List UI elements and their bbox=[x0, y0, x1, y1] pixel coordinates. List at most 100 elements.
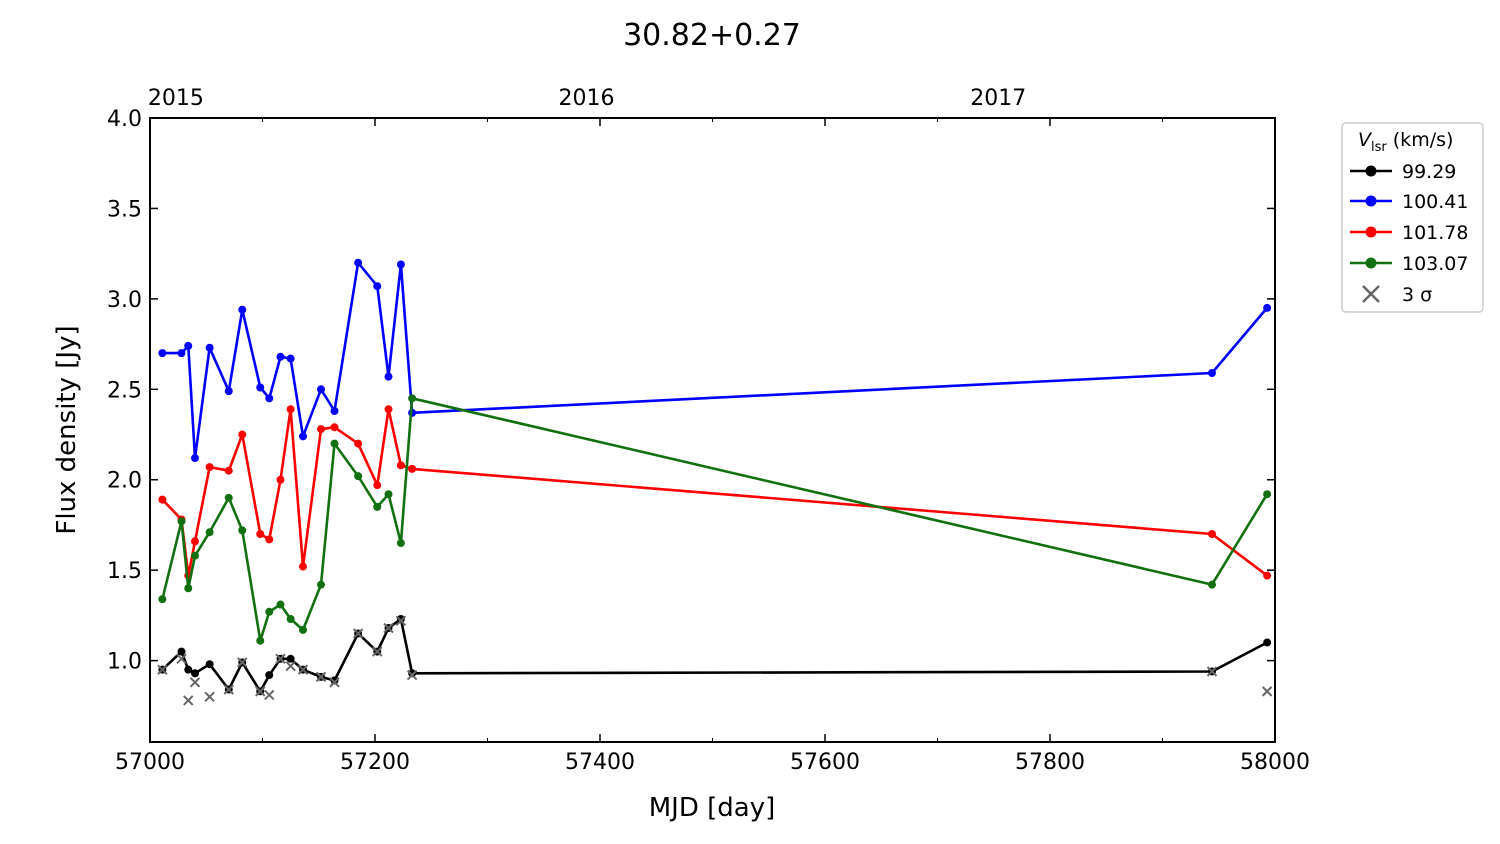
y-tick-label: 4.0 bbox=[107, 107, 142, 132]
data-point-103.07 bbox=[191, 551, 199, 560]
data-point-99.29 bbox=[184, 665, 193, 674]
data-point-103.07 bbox=[354, 472, 363, 481]
axes: 57000 57200 57400 57600 57800 58000 1.0 1.5 2.0 2… bbox=[107, 86, 1310, 775]
sigma-marker bbox=[176, 653, 187, 665]
y-tick-label: 1.5 bbox=[107, 559, 142, 584]
legend-label-103.07: 103.07 bbox=[1402, 253, 1468, 275]
data-point-103.07 bbox=[299, 625, 307, 634]
sigma-marker bbox=[1261, 686, 1273, 697]
data-point-103.07 bbox=[276, 600, 285, 609]
x-tick-label: 57000 bbox=[115, 750, 185, 775]
chart-title: 30.82+0.27 bbox=[623, 18, 801, 53]
sigma-marker bbox=[275, 653, 286, 665]
sigma-marker bbox=[157, 664, 168, 675]
data-point-100.41 bbox=[238, 305, 247, 314]
sigma-marker bbox=[406, 669, 418, 681]
data-point-103.07 bbox=[205, 528, 214, 537]
data-point-100.41 bbox=[256, 383, 265, 392]
legend-label-100.41: 100.41 bbox=[1402, 191, 1468, 213]
y-tick-label: 3.5 bbox=[107, 197, 142, 222]
legend-label-101.78: 101.78 bbox=[1402, 222, 1468, 244]
top-year-label: 2015 bbox=[148, 86, 204, 111]
data-point-103.07 bbox=[158, 595, 167, 604]
legend-title-subscript: lsr bbox=[1371, 140, 1387, 155]
legend-marker-101.78 bbox=[1365, 226, 1377, 238]
data-point-103.07 bbox=[384, 490, 393, 499]
sigma-marker bbox=[372, 646, 383, 657]
data-point-100.41 bbox=[177, 349, 186, 358]
data-point-100.41 bbox=[373, 282, 382, 291]
y-tick-label: 2.0 bbox=[107, 469, 142, 494]
legend-label-99.29: 99.29 bbox=[1402, 161, 1456, 183]
sigma-marker bbox=[1206, 666, 1218, 677]
series-line-101.78 bbox=[161, 407, 1268, 577]
y-axis-label: Flux density [Jy] bbox=[52, 325, 82, 534]
y-tick-label: 2.5 bbox=[107, 378, 142, 403]
y-tick-label: 1.0 bbox=[107, 650, 142, 675]
x-tick-label: 58000 bbox=[1240, 750, 1310, 775]
x-tick-label: 57200 bbox=[340, 750, 410, 775]
legend-marker-99.29 bbox=[1365, 165, 1377, 177]
plot-area bbox=[157, 258, 1273, 706]
data-point-103.07 bbox=[1208, 580, 1216, 589]
data-point-101.78 bbox=[224, 466, 233, 475]
data-point-100.41 bbox=[158, 349, 167, 358]
data-point-101.78 bbox=[384, 405, 393, 414]
data-point-99.29 bbox=[265, 671, 274, 680]
data-point-101.78 bbox=[373, 481, 382, 490]
data-point-99.29 bbox=[330, 676, 339, 685]
legend-title: Vlsr (km/s) bbox=[1358, 129, 1453, 155]
data-point-103.07 bbox=[1263, 490, 1272, 499]
data-point-100.41 bbox=[224, 387, 233, 396]
data-point-100.41 bbox=[354, 258, 363, 267]
y-tick-label: 3.0 bbox=[107, 288, 142, 313]
data-point-99.29 bbox=[286, 654, 295, 663]
legend-title-v: V bbox=[1358, 129, 1373, 151]
data-point-100.41 bbox=[205, 343, 214, 352]
legend: Vlsr (km/s) 99.29 100.41 101.78 103.07 3 σ bbox=[1341, 122, 1484, 313]
data-point-100.41 bbox=[317, 385, 325, 394]
data-point-103.07 bbox=[238, 526, 247, 535]
legend-label-sigma: 3 σ bbox=[1402, 284, 1432, 306]
data-point-103.07 bbox=[373, 502, 382, 511]
data-point-99.29 bbox=[396, 615, 405, 624]
data-point-99.29 bbox=[205, 660, 214, 669]
sigma-marker bbox=[329, 677, 340, 688]
data-point-100.41 bbox=[1208, 369, 1216, 378]
sigma-marker bbox=[297, 664, 309, 675]
sigma-marker bbox=[237, 657, 248, 668]
legend-title-units: (km/s) bbox=[1387, 129, 1454, 151]
data-point-101.78 bbox=[191, 537, 199, 546]
data-point-103.07 bbox=[286, 615, 295, 624]
x-tick-label: 57600 bbox=[790, 750, 860, 775]
data-point-103.07 bbox=[396, 539, 405, 548]
data-point-99.29 bbox=[177, 647, 186, 656]
data-point-99.29 bbox=[408, 669, 417, 678]
data-point-101.78 bbox=[1208, 530, 1216, 538]
data-point-103.07 bbox=[408, 394, 417, 403]
data-point-101.78 bbox=[396, 461, 405, 470]
data-point-101.78 bbox=[299, 562, 307, 571]
data-point-101.78 bbox=[158, 495, 167, 504]
data-point-100.41 bbox=[330, 407, 339, 416]
data-point-101.78 bbox=[265, 535, 274, 544]
data-point-103.07 bbox=[177, 517, 186, 526]
data-point-103.07 bbox=[317, 580, 325, 589]
x-axis-label: MJD [day] bbox=[649, 793, 776, 823]
data-point-101.78 bbox=[1263, 571, 1272, 580]
data-point-100.41 bbox=[191, 454, 199, 463]
top-year-label: 2017 bbox=[970, 86, 1026, 111]
sigma-marker bbox=[352, 628, 364, 639]
sigma-marker bbox=[264, 689, 275, 701]
data-point-103.07 bbox=[184, 584, 193, 593]
series-line-99.29 bbox=[161, 617, 1268, 693]
series-line-103.07 bbox=[161, 396, 1269, 643]
sigma-marker bbox=[189, 677, 201, 688]
data-point-99.29 bbox=[191, 669, 199, 678]
sigma-marker bbox=[183, 695, 194, 706]
data-point-100.41 bbox=[1263, 303, 1272, 312]
data-point-101.78 bbox=[317, 425, 325, 434]
data-point-101.78 bbox=[286, 405, 295, 414]
x-tick-label: 57800 bbox=[1015, 750, 1085, 775]
